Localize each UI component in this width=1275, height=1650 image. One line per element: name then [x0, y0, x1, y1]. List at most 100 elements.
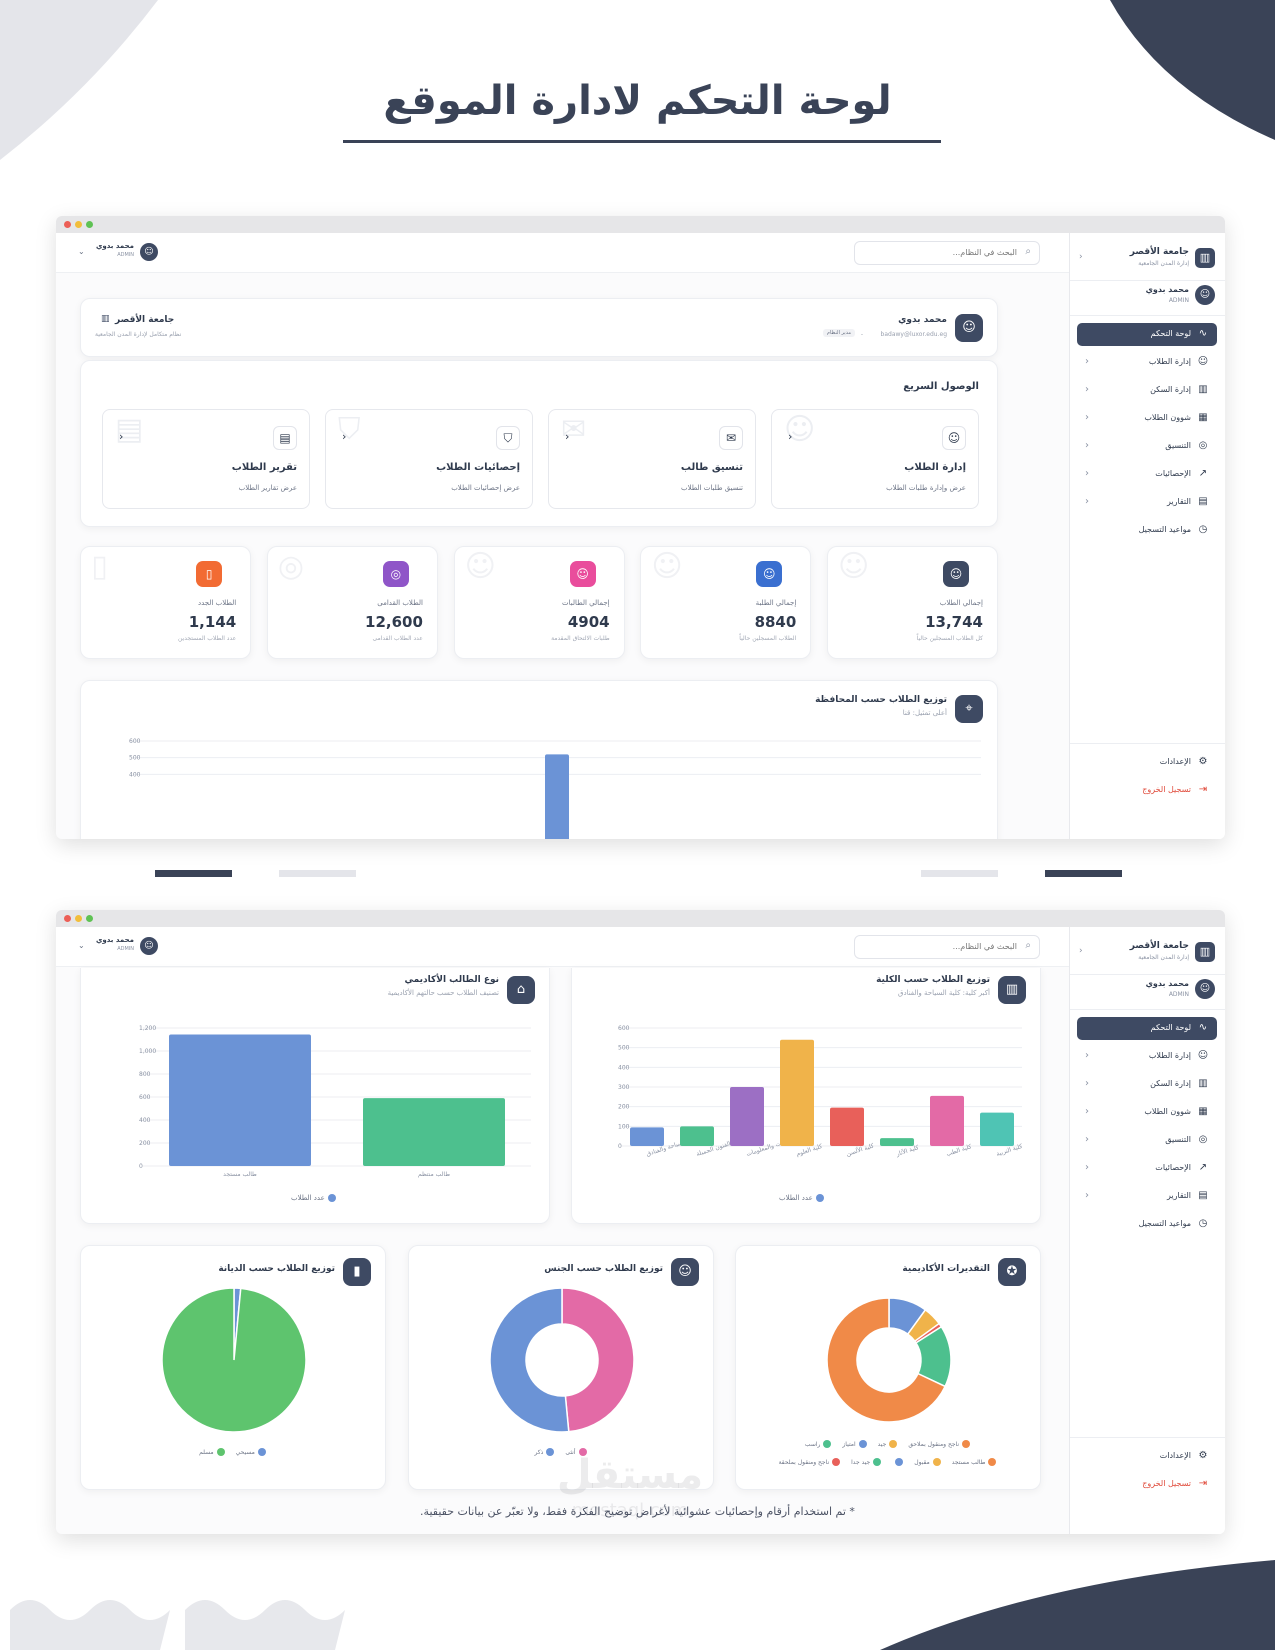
y-tick-label: 400: [618, 1064, 630, 1071]
legend-item[interactable]: جيد: [878, 1440, 901, 1448]
sidebar-item-users[interactable]: ☺ إدارة الطلاب ‹: [1077, 351, 1217, 374]
sidebar-item-logout[interactable]: ⇥ تسجيل الخروج: [1077, 779, 1217, 802]
sidebar-settings-label: الإعدادات: [1159, 1451, 1191, 1460]
search-input[interactable]: [867, 942, 1017, 951]
legend-item[interactable]: مسلم: [199, 1448, 228, 1456]
sidebar-item-file[interactable]: ▤ التقارير ‹: [1077, 1185, 1217, 1208]
legend-item[interactable]: طالب مستجد: [952, 1458, 1000, 1466]
bar[interactable]: [830, 1107, 864, 1146]
legend-item[interactable]: امتياز: [842, 1440, 869, 1448]
legend-item[interactable]: مقبول: [914, 1458, 944, 1466]
sidebar-item-pulse[interactable]: ∿ لوحة التحكم: [1077, 323, 1217, 346]
sidebar-item-school[interactable]: ▦ شوون الطلاب ‹: [1077, 407, 1217, 430]
title-underline: [343, 140, 941, 143]
users-icon: ☺: [756, 561, 783, 587]
sidebar-item-target[interactable]: ◎ التنسيق ‹: [1077, 1129, 1217, 1152]
minimize-dot-icon[interactable]: [75, 915, 82, 922]
ghost-document-icon: ▤: [115, 412, 144, 447]
quick-access-card: الوصول السريع ☺ ☺ إدارة الطلاب عرض وإدارة ط…: [80, 360, 998, 527]
bar[interactable]: [930, 1095, 964, 1146]
legend-item[interactable]: مسيحي: [236, 1448, 269, 1456]
bar[interactable]: [730, 1087, 764, 1146]
target-icon: ◎: [1198, 1134, 1208, 1145]
legend-item[interactable]: ناجح ومنقول بملحقة: [779, 1458, 844, 1466]
sidebar-user: ☺ محمد بدوي ADMIN: [1079, 283, 1215, 309]
legend-item[interactable]: ناجح ومنقول بملاحق: [908, 1440, 973, 1448]
bar[interactable]: [780, 1039, 814, 1146]
chevron-left-icon: ‹: [342, 430, 347, 443]
bar[interactable]: [680, 1126, 714, 1146]
faculty-legend: عدد الطلاب: [779, 1194, 827, 1202]
sidebar-item-trend[interactable]: ↗ الإحصائيات ‹: [1077, 1157, 1217, 1180]
sidebar-university-sub: إدارة المدن الجامعية: [1138, 260, 1189, 267]
search-box[interactable]: ⌕: [854, 241, 1040, 265]
stat-subtitle: الطلاب المسجلين حالياً: [739, 635, 797, 642]
grades-legend: ناجح ومنقول بملاحق جيد امتياز راسب طالب مستج…: [736, 1440, 1042, 1480]
sidebar-item-clock[interactable]: ◷ مواعيد التسجيل: [1077, 519, 1217, 542]
bar[interactable]: [169, 1034, 311, 1166]
sidebar-item-pulse[interactable]: ∿ لوحة التحكم: [1077, 1017, 1217, 1040]
close-dot-icon[interactable]: [64, 915, 71, 922]
search-box[interactable]: ⌕: [854, 935, 1040, 959]
sidebar-divider: [1070, 280, 1225, 281]
sidebar-item-target[interactable]: ◎ التنسيق ‹: [1077, 435, 1217, 458]
sidebar-item-clock[interactable]: ◷ مواعيد التسجيل: [1077, 1213, 1217, 1236]
window-titlebar: [56, 910, 1225, 927]
sidebar-settings-label: الإعدادات: [1159, 757, 1191, 766]
sidebar-item-school[interactable]: ▦ شوون الطلاب ‹: [1077, 1101, 1217, 1124]
sidebar-item-building[interactable]: ▥ إدارة السكن ‹: [1077, 379, 1217, 402]
pie-slice[interactable]: [561, 1288, 635, 1433]
y-tick-label: 1,000: [139, 1048, 156, 1055]
sidebar-item-users[interactable]: ☺ إدارة الطلاب ‹: [1077, 1045, 1217, 1068]
legend-item[interactable]: راسب: [805, 1440, 834, 1448]
chevron-left-icon: ‹: [1085, 384, 1089, 395]
legend-item[interactable]: أنثى: [565, 1448, 589, 1456]
quick-access-mail[interactable]: ✉ ✉ تنسيق طالب تنسيق طلبات الطلاب ‹: [548, 409, 756, 509]
search-input[interactable]: [867, 248, 1017, 257]
academic-type-chart-card: ⌂ نوع الطالب الأكاديمي تصنيف الطلاب حسب …: [80, 968, 550, 1224]
bar[interactable]: [363, 1098, 505, 1166]
legend-item[interactable]: جيد جدا: [851, 1458, 884, 1466]
mail-icon: ✉: [719, 426, 743, 450]
stat-card: ☺ ☺ إجمالي الطلاب 13,744 كل الطلاب المسجلين …: [827, 546, 998, 659]
sidebar-item-settings[interactable]: ⚙ الإعدادات: [1077, 1445, 1217, 1468]
sidebar-item-settings[interactable]: ⚙ الإعدادات: [1077, 751, 1217, 774]
gear-icon: ⚙: [1198, 1450, 1208, 1461]
quick-access-shield[interactable]: ⛉ ⛉ إحصائيات الطلاب عرض إحصائيات الطلاب ‹: [325, 409, 533, 509]
sidebar-item-logout[interactable]: ⇥ تسجيل الخروج: [1077, 1473, 1217, 1496]
legend-label: مقبول: [914, 1458, 930, 1466]
pie-slice[interactable]: [489, 1288, 570, 1433]
topbar-user-name: محمد بدوي: [96, 242, 134, 250]
maximize-dot-icon[interactable]: [86, 221, 93, 228]
sidebar-item-building[interactable]: ▥ إدارة السكن ‹: [1077, 1073, 1217, 1096]
topbar-user-menu[interactable]: ☺ محمد بدوي ADMIN ⌄: [78, 935, 158, 959]
legend-item[interactable]: [892, 1458, 906, 1466]
quick-access-document[interactable]: ▤ ▤ تقرير الطلاب عرض تقارير الطلاب ‹: [102, 409, 310, 509]
quick-access-users[interactable]: ☺ ☺ إدارة الطلاب عرض وإدارة طلبات الطلاب ‹: [771, 409, 979, 509]
bar[interactable]: [545, 754, 569, 839]
close-dot-icon[interactable]: [64, 221, 71, 228]
sidebar-divider: [1070, 315, 1225, 316]
sidebar-item-file[interactable]: ▤ التقارير ‹: [1077, 491, 1217, 514]
ghost-users-icon: ☺: [464, 549, 496, 584]
bar[interactable]: [630, 1127, 664, 1146]
legend-row: ناجح ومنقول بملاحق جيد امتياز راسب: [736, 1440, 1042, 1448]
collapse-chevron-icon[interactable]: ‹: [1079, 252, 1083, 262]
academic-type-legend: عدد الطلاب: [291, 1194, 339, 1202]
legend-item[interactable]: ذكر: [535, 1448, 558, 1456]
minimize-dot-icon[interactable]: [75, 221, 82, 228]
pie-slice[interactable]: [161, 1288, 307, 1433]
bar[interactable]: [980, 1112, 1014, 1146]
bar[interactable]: [880, 1138, 914, 1146]
quick-access-subtitle: عرض إحصائيات الطلاب: [451, 484, 520, 492]
sidebar-item-trend[interactable]: ↗ الإحصائيات ‹: [1077, 463, 1217, 486]
pie-slice[interactable]: [826, 1297, 947, 1423]
maximize-dot-icon[interactable]: [86, 915, 93, 922]
y-tick-label: 300: [618, 1084, 630, 1091]
collapse-chevron-icon[interactable]: ‹: [1079, 946, 1083, 956]
stats-row: ☺ ☺ إجمالي الطلاب 13,744 كل الطلاب المسجلين …: [80, 546, 998, 661]
y-tick-label: 500: [618, 1045, 630, 1052]
religion-pie-chart: [161, 1288, 307, 1433]
religion-legend: مسيحي مسلم: [81, 1448, 387, 1468]
topbar-user-menu[interactable]: ☺ محمد بدوي ADMIN ⌄: [78, 241, 158, 265]
